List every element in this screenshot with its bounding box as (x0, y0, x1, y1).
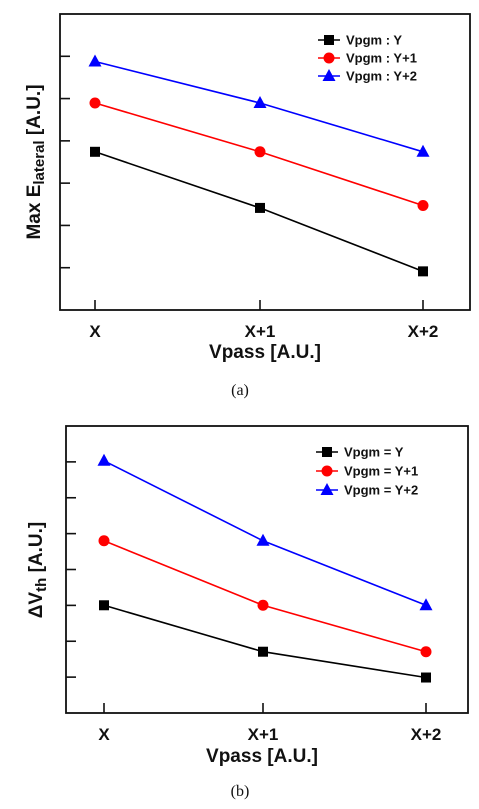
legend-marker (322, 69, 336, 81)
y-axis-label-b: ΔVth [A.U.] (26, 522, 50, 618)
y-axis-label-unit-a: [A.U.] (24, 84, 45, 140)
series-line-1 (103, 604, 427, 679)
legend-label: Vpgm : Y+2 (346, 69, 417, 84)
chart-b: X X+1 X+2 Vpass [A.U.] ΔVth [A.U.] Vpgm = … (26, 425, 469, 800)
x-ticks-b (103, 703, 427, 713)
legend-marker (320, 483, 334, 495)
data-point (416, 144, 430, 157)
data-point (419, 598, 433, 611)
y-axis-label-sub-b: th (33, 578, 50, 592)
legend-b: Vpgm = Y Vpgm = Y+1 Vpgm = Y+2 (316, 445, 418, 498)
series-lines-a (94, 60, 424, 273)
data-point (258, 646, 268, 657)
x-tick-label: X+1 (245, 322, 276, 341)
data-point (421, 672, 431, 683)
data-point (253, 96, 267, 108)
legend-marker (323, 52, 335, 64)
x-tick-labels-b: X X+1 X+2 (98, 725, 441, 744)
y-axis-label-main-a: Max E (24, 185, 45, 240)
data-point (99, 600, 109, 611)
legend-marker (322, 447, 332, 457)
data-point (256, 533, 270, 546)
x-tick-labels-a: X X+1 X+2 (89, 322, 438, 341)
data-point (257, 599, 269, 611)
data-point (254, 146, 266, 158)
legend-label: Vpgm = Y (344, 445, 404, 460)
plot-frame-a (59, 13, 471, 311)
x-tick-label: X+2 (411, 725, 442, 744)
data-point (97, 453, 111, 466)
legend-label: Vpgm = Y+2 (344, 483, 418, 498)
x-tick-label: X (98, 725, 110, 744)
series-markers-b (97, 453, 433, 683)
data-point (89, 97, 101, 109)
chart-a: X X+1 X+2 Vpass [A.U.] Max Elateral [A.U.]… (24, 13, 471, 399)
panel-label-a: (a) (231, 382, 249, 399)
legend-label: Vpgm = Y+1 (344, 464, 418, 479)
legend-label: Vpgm : Y+1 (346, 51, 417, 66)
data-point (90, 146, 100, 157)
x-axis-label-a: Vpass [A.U.] (209, 342, 321, 363)
series-line-2 (103, 540, 427, 653)
legend-marker (324, 35, 334, 45)
data-point (417, 199, 429, 211)
y-ticks-a (60, 55, 70, 269)
y-ticks-b (66, 461, 76, 678)
x-tick-label: X+1 (248, 725, 279, 744)
x-tick-label: X (89, 322, 101, 341)
data-point (98, 535, 110, 547)
x-axis-label-b: Vpass [A.U.] (206, 746, 318, 767)
data-point (88, 54, 102, 67)
y-axis-label-unit-b: [A.U.] (26, 522, 47, 578)
data-point (255, 202, 265, 213)
legend-label: Vpgm : Y (346, 33, 402, 48)
data-point (418, 266, 428, 277)
legend-a: Vpgm : Y Vpgm : Y+1 Vpgm : Y+2 (318, 33, 417, 84)
series-markers-a (88, 54, 430, 277)
panel-label-b: (b) (231, 783, 250, 800)
y-axis-label-main-b: ΔV (26, 592, 47, 619)
legend-marker (321, 465, 333, 477)
y-axis-label-sub-a: lateral (31, 140, 48, 184)
x-ticks-a (94, 300, 424, 310)
x-tick-label: X+2 (408, 322, 439, 341)
y-axis-label-a: Max Elateral [A.U.] (24, 84, 48, 239)
data-point (420, 646, 432, 658)
